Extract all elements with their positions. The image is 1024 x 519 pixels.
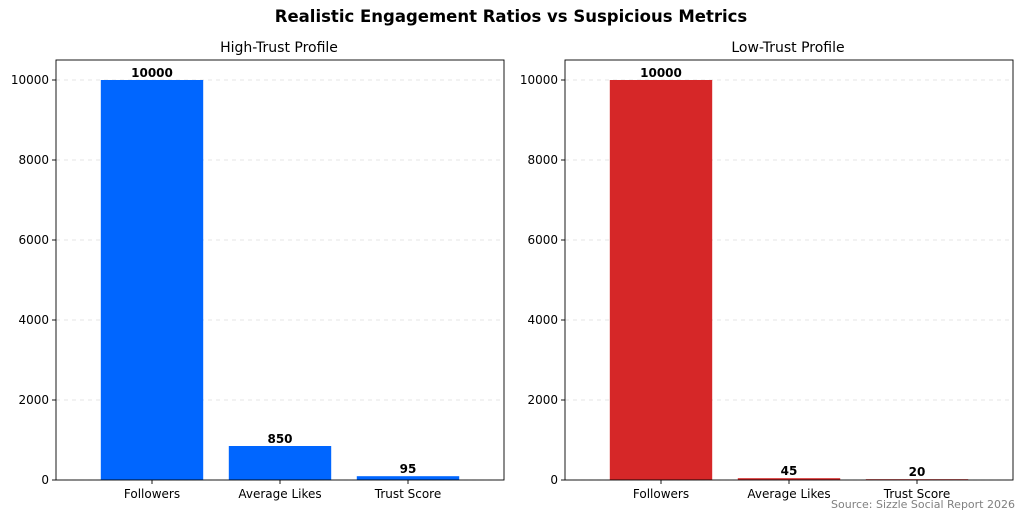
x-tick-label-high-trust-followers: Followers [124, 487, 180, 501]
data-label-low-trust-followers: 10000 [640, 66, 682, 80]
figure-title: Realistic Engagement Ratios vs Suspiciou… [275, 7, 748, 26]
bar-low-trust-average-likes [737, 478, 841, 480]
y-tick-label-high-trust-0: 0 [41, 473, 49, 487]
x-tick-label-low-trust-followers: Followers [633, 487, 689, 501]
x-tick-label-high-trust-trust-score: Trust Score [374, 487, 442, 501]
chart-low-trust: Low-Trust Profile 10000 Followers 45 Averag… [520, 40, 1014, 501]
x-tick-label-low-trust-average-likes: Average Likes [747, 487, 830, 501]
bar-high-trust-average-likes [228, 446, 332, 480]
chart-title-high-trust: High-Trust Profile [220, 40, 338, 56]
data-label-low-trust-trust-score: 20 [909, 465, 926, 479]
y-tick-label-low-trust-2000: 2000 [527, 393, 558, 407]
plot-frame-low-trust [564, 59, 1014, 481]
y-tick-label-high-trust-6000: 6000 [18, 233, 49, 247]
y-tick-label-low-trust-4000: 4000 [527, 313, 558, 327]
y-tick-label-high-trust-2000: 2000 [18, 393, 49, 407]
chart-title-low-trust: Low-Trust Profile [731, 40, 844, 56]
data-label-high-trust-trust-score: 95 [400, 462, 417, 476]
y-tick-label-low-trust-10000: 10000 [520, 73, 558, 87]
bar-low-trust-followers [609, 80, 713, 480]
y-tick-label-low-trust-6000: 6000 [527, 233, 558, 247]
y-tick-label-high-trust-4000: 4000 [18, 313, 49, 327]
data-label-high-trust-followers: 10000 [131, 66, 173, 80]
x-tick-label-low-trust-trust-score: Trust Score [883, 487, 951, 501]
bar-high-trust-trust-score [356, 476, 460, 480]
bar-high-trust-followers [100, 80, 204, 480]
y-tick-label-low-trust-0: 0 [550, 473, 558, 487]
y-tick-label-high-trust-10000: 10000 [11, 73, 49, 87]
plot-frame-high-trust [55, 59, 505, 481]
y-tick-label-low-trust-8000: 8000 [527, 153, 558, 167]
y-tick-label-high-trust-8000: 8000 [18, 153, 49, 167]
data-label-high-trust-average-likes: 850 [267, 432, 292, 446]
data-label-low-trust-average-likes: 45 [781, 464, 798, 478]
chart-high-trust: High-Trust Profile 10000 Followers 850 Aver… [11, 40, 505, 501]
x-tick-label-high-trust-average-likes: Average Likes [238, 487, 321, 501]
source-note: Source: Sizzle Social Report 2026 [831, 498, 1015, 511]
